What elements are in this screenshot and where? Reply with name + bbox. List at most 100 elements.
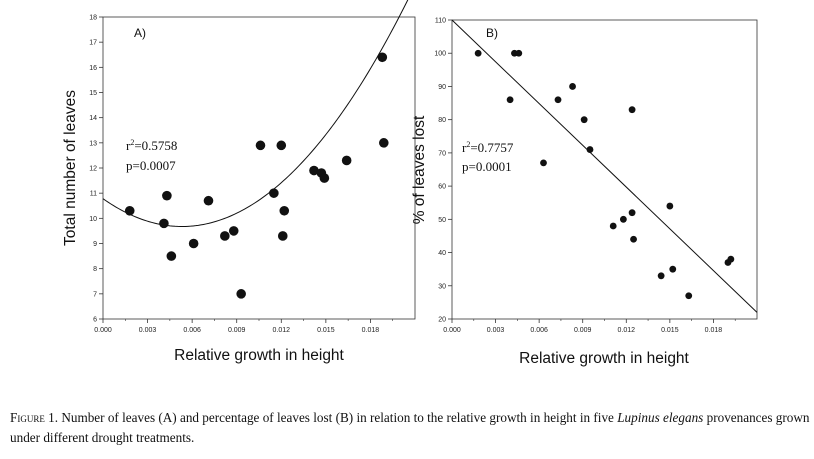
panel-a-data-point: [269, 188, 279, 198]
panel-a-ticks: 0.000 0.003 0.006 0.009 0.012 0.015 0.018 6 7 8 9 1…: [89, 15, 394, 334]
panel-b-data-point: [569, 83, 576, 90]
panel-b-xtick-label: 0.009: [574, 327, 592, 334]
panel-a-xtick-label: 0.018: [362, 327, 380, 334]
panel-a-ytick-label: 6: [93, 317, 97, 324]
panel-a-data-point: [309, 165, 319, 176]
panel-a-r2: r2=0.5758: [126, 138, 177, 153]
panel-a-ytick-label: 7: [93, 291, 97, 298]
panel-b-ytick-label: 90: [438, 84, 446, 91]
panel-b-data-point: [666, 202, 674, 210]
panel-a-label: A): [134, 26, 146, 40]
panel-a-xtick-label: 0.003: [139, 327, 157, 334]
panel-b-xtick-label: 0.006: [530, 327, 548, 334]
figure-caption: Figure 1. Number of leaves (A) and perce…: [10, 408, 810, 448]
panel-b-ytick-label: 110: [435, 18, 446, 25]
panel-b-data-point: [727, 255, 735, 263]
panel-b-ytick-label: 70: [438, 150, 446, 157]
panel-b-ytick-label: 40: [438, 250, 446, 257]
panel-b-ytick-label: 30: [438, 283, 446, 290]
panel-a-xtick-label: 0.006: [183, 327, 201, 334]
panel-a-data-point: [188, 238, 199, 249]
panel-a-data-point: [277, 231, 288, 241]
panel-b-xtick-label: 0.012: [618, 327, 636, 334]
panel-b-data-point: [657, 272, 665, 280]
panel-b-data-point: [580, 116, 588, 124]
panel-b-ytick-label: 20: [438, 317, 446, 324]
panel-b-xtick-label: 0.018: [705, 327, 723, 334]
panel-a-ytick-label: 13: [89, 140, 97, 147]
panel-b-ytick-label: 80: [438, 117, 446, 124]
panel-a-xtick-label: 0.000: [94, 327, 112, 334]
panel-b-xtick-label: 0.003: [487, 327, 505, 334]
panel-a-p: p=0.0007: [126, 158, 176, 173]
panel-a-fit-curve: [102, 0, 409, 227]
panel-a-data-point: [124, 205, 135, 216]
panel-a-ytick-label: 17: [89, 40, 97, 47]
panel-a-chart: 0.000 0.003 0.006 0.009 0.012 0.015 0.018 6 7 8 9 1…: [62, 0, 416, 364]
panel-a-data-point: [162, 190, 172, 201]
panel-b-fit-line: [451, 19, 758, 313]
panel-a-ytick-label: 8: [93, 266, 97, 273]
panel-b-data-point: [628, 106, 636, 114]
panel-b-xtick-label: 0.000: [443, 327, 461, 334]
panel-a-data-point: [379, 138, 389, 148]
panel-b-data-point: [554, 96, 562, 104]
panel-b-data-point: [506, 96, 514, 104]
panel-b-p: p=0.0001: [462, 159, 512, 174]
caption-figure-label: Figure 1.: [10, 410, 59, 425]
panel-a-xlabel: Relative growth in height: [174, 347, 344, 364]
panel-a-ytick-label: 16: [89, 65, 97, 72]
panel-a-ytick-label: 10: [89, 216, 97, 223]
panel-b-ytick-label: 60: [438, 184, 446, 191]
panel-a-data-point: [228, 226, 239, 236]
panel-b-data-point: [685, 292, 693, 300]
panel-b-points: [474, 49, 735, 300]
panel-b-fit: [451, 19, 758, 313]
panel-b-r2: r2=0.7757: [462, 140, 514, 155]
panel-a-ytick-label: 15: [89, 90, 97, 97]
panel-b-ticks: 0.000 0.003 0.006 0.009 0.012 0.015 0.018 20 30 4…: [434, 18, 736, 334]
panel-b-data-point: [630, 235, 637, 243]
panel-a-ytick-label: 14: [89, 115, 97, 122]
caption-species: Lupinus elegans: [617, 410, 704, 425]
panel-a-data-point: [255, 140, 266, 151]
panel-a-xtick-label: 0.012: [273, 327, 291, 334]
panel-a-xtick-label: 0.009: [228, 327, 246, 334]
caption-text-after: provenances grown under different drough…: [10, 410, 810, 445]
panel-a-data-point: [276, 140, 287, 151]
panel-b-ytick-label: 50: [438, 217, 446, 224]
panel-a-ytick-label: 9: [93, 241, 97, 248]
panel-a-points: [124, 52, 389, 299]
caption-text-before: Number of leaves (A) and percentage of l…: [61, 410, 614, 425]
panel-a-data-point: [220, 231, 230, 241]
panel-a-data-point: [236, 289, 246, 299]
panel-b-data-point: [515, 49, 523, 57]
panel-b-label: B): [486, 26, 498, 40]
panel-a-ytick-label: 12: [89, 166, 97, 173]
panel-a-ylabel: Total number of leaves: [62, 90, 79, 246]
panel-a-ytick-label: 18: [89, 15, 97, 22]
panel-b-data-point: [474, 49, 482, 57]
panel-a-data-point: [203, 195, 214, 206]
panel-b-data-point: [586, 146, 594, 153]
panel-a-data-point: [377, 52, 388, 63]
panel-b-chart: 0.000 0.003 0.006 0.009 0.012 0.015 0.018 20 30 4…: [411, 18, 758, 367]
panel-b-ylabel: % of leaves lost: [411, 115, 428, 224]
panel-a-data-point: [279, 205, 290, 216]
panel-a-fit: [102, 0, 409, 227]
panel-b-data-point: [628, 209, 636, 217]
panel-a-data-point: [166, 251, 177, 261]
panel-b-data-point: [609, 222, 617, 230]
panel-b-data-point: [669, 265, 677, 273]
panel-a-data-point: [159, 218, 169, 229]
panel-b-xtick-label: 0.015: [661, 327, 679, 334]
panel-b-xlabel: Relative growth in height: [519, 350, 689, 367]
panel-a-ytick-label: 11: [90, 191, 97, 198]
panel-a-data-point: [319, 173, 330, 183]
panel-a-xtick-label: 0.015: [317, 327, 335, 334]
panel-b-ytick-label: 100: [434, 51, 446, 58]
panel-b-data-point: [619, 215, 627, 223]
panel-b-data-point: [540, 159, 547, 167]
panel-a-data-point: [341, 155, 352, 166]
